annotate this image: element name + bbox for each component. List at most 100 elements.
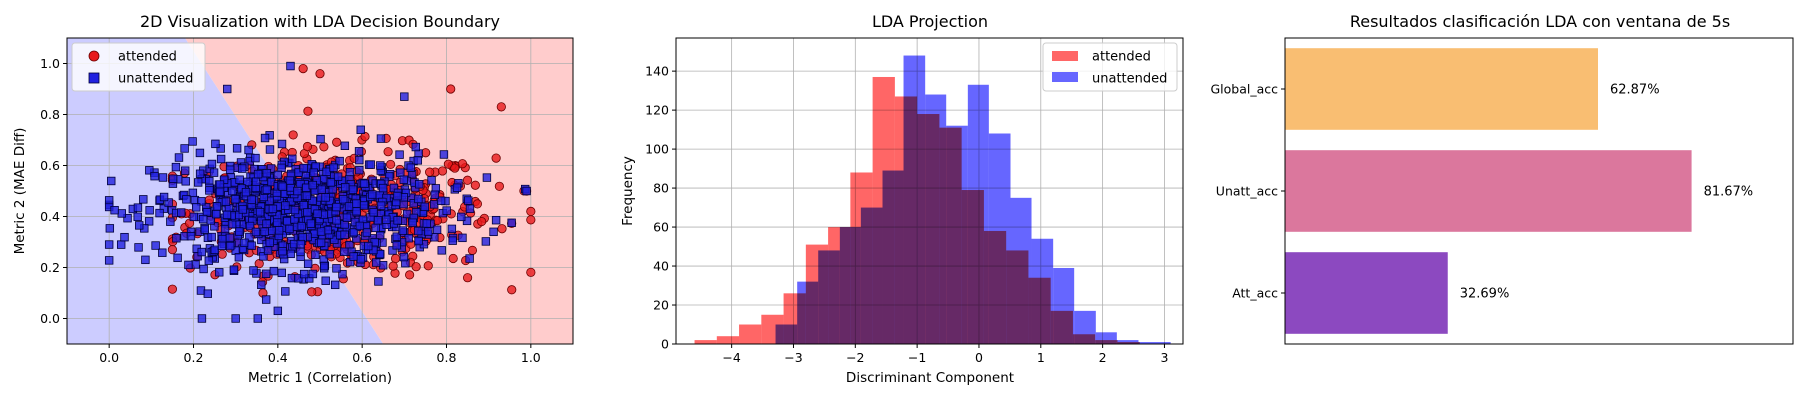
- svg-text:0: 0: [661, 337, 669, 352]
- unattended-point: [374, 277, 383, 286]
- svg-text:−3: −3: [784, 350, 802, 365]
- x-tick: 3: [1160, 344, 1168, 365]
- unattended-point: [110, 205, 119, 215]
- attended-point: [526, 206, 536, 216]
- unattended-point: [359, 201, 369, 210]
- attended-point: [360, 131, 370, 142]
- unattended-point: [195, 148, 205, 158]
- unattended-point: [133, 212, 142, 221]
- unattended-point: [489, 227, 498, 237]
- svg-text:0.6: 0.6: [40, 158, 60, 173]
- unattended-point: [193, 178, 203, 187]
- x-tick: 2: [1099, 344, 1107, 365]
- unattended-point: [251, 177, 261, 186]
- attended-point: [425, 167, 435, 177]
- unattended-point: [464, 196, 473, 205]
- svg-text:0.2: 0.2: [40, 260, 60, 275]
- scatter-axes-frame: [66, 37, 574, 345]
- unattended-point: [215, 180, 225, 189]
- unattended-point: [406, 163, 415, 172]
- histogram-unattended-bars: [775, 55, 1171, 345]
- unattended-point: [223, 84, 232, 94]
- unattended-point: [329, 163, 338, 172]
- unattended-point: [452, 183, 462, 192]
- unattended-point: [376, 161, 385, 170]
- x-tick: 0.8: [437, 344, 456, 365]
- unattended-point: [199, 264, 208, 274]
- unattended-point: [316, 134, 325, 144]
- attended-point: [437, 166, 448, 176]
- unattended-point: [197, 197, 206, 206]
- unattended-point: [366, 160, 375, 169]
- svg-text:20: 20: [653, 298, 669, 313]
- unattended-point: [216, 144, 225, 153]
- svg-text:60: 60: [653, 220, 669, 235]
- svg-text:−2: −2: [846, 350, 864, 365]
- unattended-bin: [967, 84, 989, 344]
- attended-bin: [716, 336, 740, 344]
- attended-point: [491, 153, 501, 163]
- unattended-bin: [818, 250, 840, 344]
- attended-point: [298, 64, 308, 74]
- unattended-point: [240, 238, 249, 248]
- unattended-point: [216, 154, 226, 164]
- unattended-bin: [1095, 332, 1117, 344]
- unattended-point: [253, 169, 263, 179]
- unattended-point: [311, 250, 320, 259]
- unattended-point: [507, 218, 516, 228]
- scatter-panel: 2D Visualization with LDA Decision Bound…: [12, 12, 574, 386]
- attended-point: [411, 262, 421, 272]
- unattended-point: [261, 269, 271, 279]
- accuracy-bar: [1285, 48, 1598, 130]
- attended-point: [450, 163, 460, 173]
- unattended-point: [352, 206, 361, 216]
- unattended-point: [229, 265, 239, 274]
- unattended-point: [330, 280, 340, 290]
- histogram-panel: LDA Projection −4 −3 −2 −1 0 1 2 3 0 20 40 60 80 100…: [620, 12, 1184, 386]
- unattended-point: [398, 226, 407, 235]
- unattended-point: [294, 274, 303, 283]
- unattended-point: [207, 232, 216, 242]
- x-tick: 0.0: [99, 344, 119, 365]
- unattended-point: [204, 256, 214, 265]
- unattended-point: [458, 233, 467, 243]
- unattended-point: [212, 202, 222, 211]
- unattended-point: [362, 228, 372, 237]
- unattended-point: [197, 247, 206, 257]
- unattended-point: [414, 194, 423, 204]
- unattended-point: [168, 174, 178, 184]
- scatter-title: 2D Visualization with LDA Decision Bound…: [140, 12, 500, 31]
- unattended-point: [447, 224, 457, 234]
- unattended-point: [262, 219, 271, 228]
- unattended-point: [225, 165, 235, 174]
- attended-point: [167, 245, 178, 255]
- unattended-point: [232, 144, 242, 153]
- unattended-point: [259, 252, 268, 261]
- svg-text:0.0: 0.0: [99, 350, 119, 365]
- attended-point: [303, 106, 313, 116]
- unattended-point: [195, 169, 205, 178]
- unattended-bin: [839, 227, 861, 344]
- unattended-point: [356, 125, 365, 134]
- unattended-point: [241, 187, 251, 197]
- unattended-point: [198, 214, 208, 224]
- unattended-point: [378, 261, 388, 270]
- unattended-bin: [797, 281, 819, 344]
- svg-text:0.4: 0.4: [268, 350, 288, 365]
- unattended-point: [272, 218, 282, 227]
- unattended-point: [120, 232, 129, 242]
- svg-text:1.0: 1.0: [40, 56, 60, 71]
- unattended-point: [333, 172, 343, 181]
- unattended-point: [332, 202, 341, 212]
- unattended-point: [173, 253, 182, 263]
- unattended-point: [188, 137, 197, 146]
- svg-text:−4: −4: [722, 350, 740, 365]
- unattended-point: [253, 314, 262, 323]
- accuracy-value-label: 62.87%: [1610, 83, 1660, 98]
- attended-bin: [694, 340, 717, 344]
- unattended-point: [332, 264, 341, 273]
- unattended-point: [222, 210, 232, 219]
- unattended-point: [172, 234, 181, 243]
- unattended-point: [261, 295, 271, 304]
